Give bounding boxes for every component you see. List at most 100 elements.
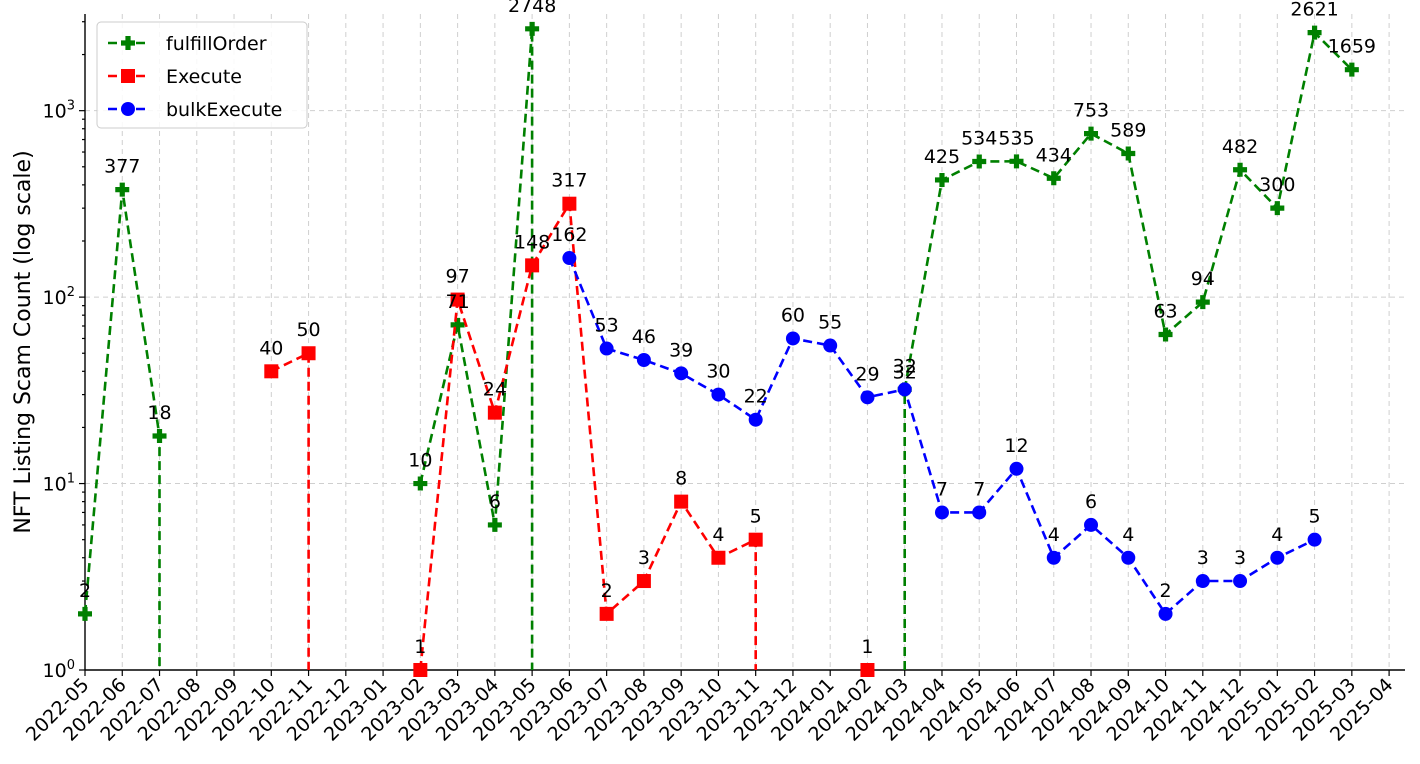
data-point-marker [1195,295,1210,310]
data-label: 3 [1234,547,1246,569]
y-tick-label: 100 [43,658,75,682]
series-line [903,30,1353,670]
data-point-marker [1270,201,1285,216]
data-label: 4 [1048,524,1060,546]
legend: fulfillOrder Execute bulkExecute [96,21,308,129]
series-line [83,189,161,670]
data-point-marker [450,292,465,307]
data-label: 32 [893,355,917,377]
data-point-marker [1121,146,1136,161]
data-label: 535 [998,127,1034,149]
data-label: 50 [296,319,320,341]
data-label: 7 [973,478,985,500]
data-point-marker [525,258,540,273]
data-label: 148 [514,231,550,253]
data-point-marker [1046,550,1061,565]
data-label: 434 [1036,144,1072,166]
data-point-marker [636,574,651,589]
y-axis-label: NFT Listing Scam Count (log scale) [11,150,36,533]
data-label: 5 [1309,506,1321,528]
data-label: 2 [79,580,91,602]
data-label: 2748 [508,0,556,17]
data-label: 1 [414,636,426,658]
series-line [419,199,757,671]
data-label: 377 [104,156,140,178]
data-point-marker [748,532,763,547]
data-label: 3 [638,547,650,569]
data-point-marker [674,494,689,509]
data-label: 425 [924,146,960,168]
legend-entry-fulfillOrder: fulfillOrder [108,33,267,55]
data-point-marker [599,341,614,356]
data-point-marker [934,505,949,520]
data-label: 53 [595,315,619,337]
data-point-marker [711,387,726,402]
series-line [270,351,310,670]
data-label: 55 [818,312,842,334]
data-label: 29 [855,363,879,385]
series-line [419,28,534,670]
data-point-marker [599,606,614,621]
data-label: 6 [489,491,501,513]
data-point-marker [121,69,135,83]
data-label: 12 [1004,435,1028,457]
data-label: 24 [483,379,507,401]
data-label: 8 [675,468,687,490]
y-tick-label: 103 [43,99,75,123]
data-point-marker [264,364,279,379]
data-label: 32 [893,361,917,383]
data-label: 4 [1122,524,1134,546]
data-label: 534 [961,127,997,149]
data-label: 22 [744,386,768,408]
data-label: 2 [1159,580,1171,602]
legend-entry-Execute: Execute [108,66,242,88]
data-point-marker [1270,550,1285,565]
data-label: 4 [712,524,724,546]
data-label: 4 [1271,524,1283,546]
data-point-marker [972,154,987,169]
data-label: 317 [551,170,587,192]
data-label: 7 [936,478,948,500]
data-label: 162 [551,224,587,246]
series-layer [78,21,1359,677]
data-label: 63 [1153,301,1177,323]
data-label: 753 [1073,100,1109,122]
data-point-marker [562,196,577,211]
data-label: 3 [1197,547,1209,569]
data-label: 5 [750,506,762,528]
y-tick-label: 102 [43,285,75,309]
data-label: 18 [147,402,171,424]
data-point-marker [1158,606,1173,621]
data-point-marker [748,412,763,427]
data-point-marker [972,505,987,520]
data-label: 482 [1222,136,1258,158]
data-label: 71 [446,291,470,313]
data-label: 97 [446,266,470,288]
data-point-marker [1233,162,1248,177]
series-bulkExecute [562,251,1322,621]
data-point-marker [450,317,465,332]
data-point-marker [1084,517,1099,532]
data-label: 2621 [1290,0,1338,21]
data-point-marker [1307,25,1322,40]
data-point-marker [785,331,800,346]
data-label: 2 [601,580,613,602]
data-point-marker [152,428,167,443]
series-Execute [264,196,875,677]
data-point-marker [897,382,912,397]
data-point-marker [115,182,130,197]
data-point-marker [487,517,502,532]
series-fulfillOrder [78,21,1359,670]
data-point-marker [525,21,540,36]
data-label: 1659 [1328,36,1376,58]
data-point-marker [1233,574,1248,589]
data-point-marker [636,352,651,367]
data-label: 30 [706,361,730,383]
legend-entry-bulkExecute: bulkExecute [108,99,282,121]
data-label: 589 [1110,120,1146,142]
data-point-marker [301,346,316,361]
data-point-marker [1009,154,1024,169]
data-point-marker [1195,574,1210,589]
